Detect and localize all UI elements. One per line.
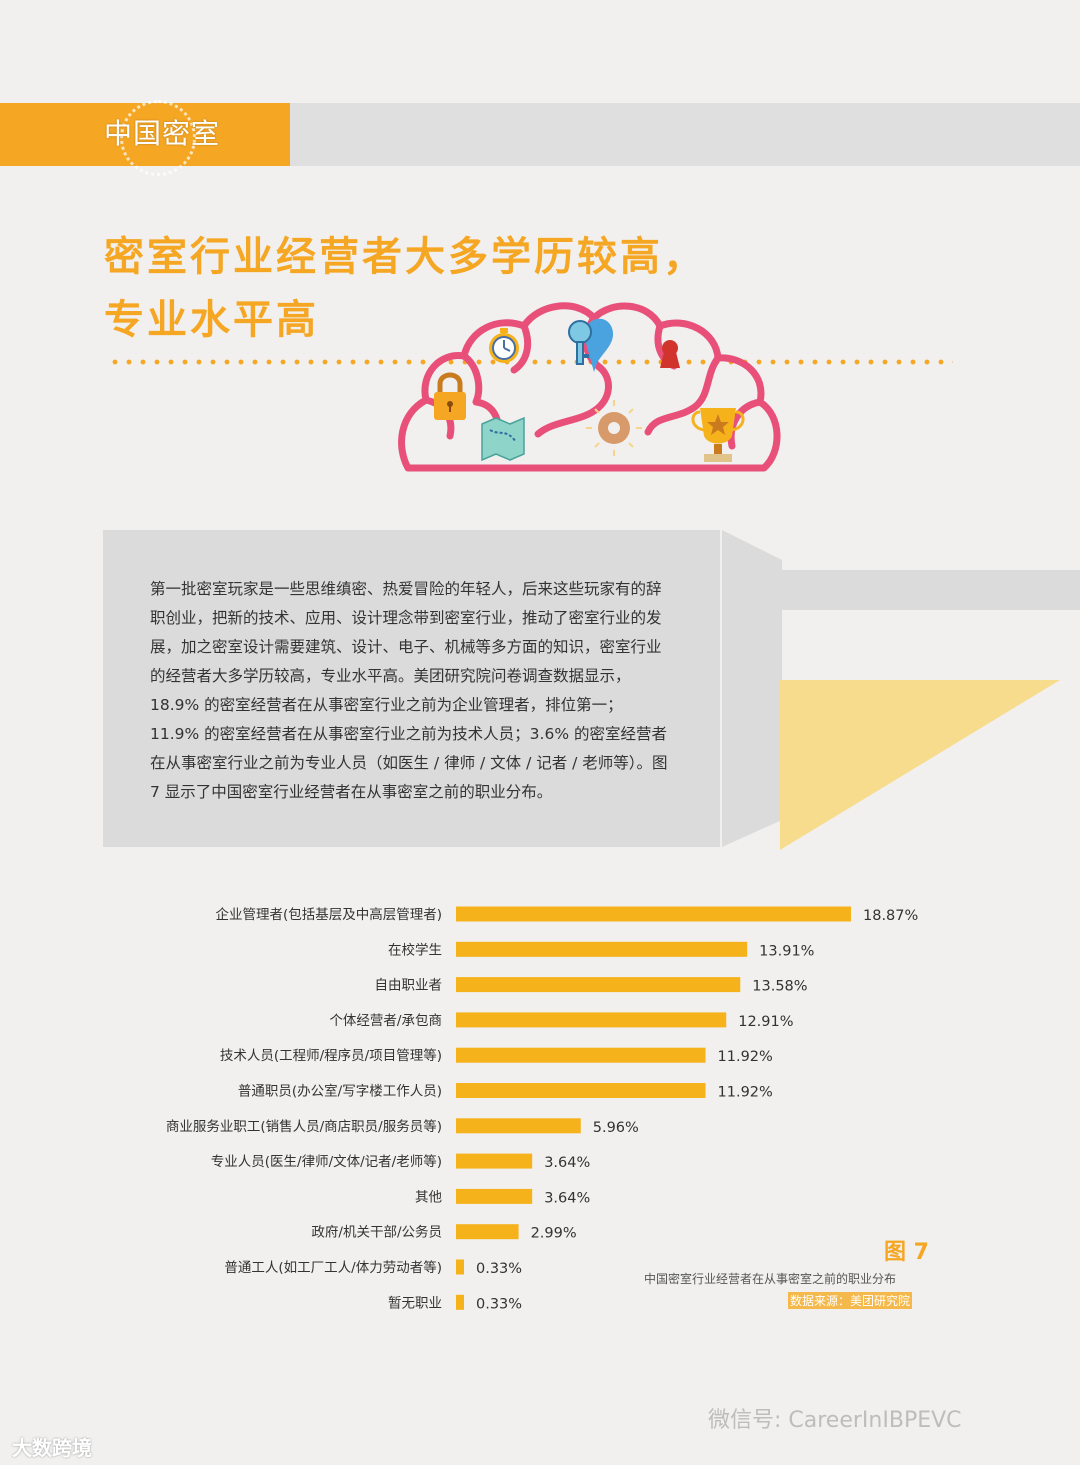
dotted-divider — [108, 359, 953, 365]
wechat-id: 微信号: CareerInIBPEVC — [708, 1408, 962, 1433]
category-label: 个体经营者/承包商 — [329, 1013, 442, 1029]
category-label: 其他 — [415, 1189, 442, 1205]
value-label: 5.96% — [593, 1120, 639, 1136]
category-label: 技术人员(工程师/程序员/项目管理等) — [220, 1047, 442, 1064]
map-icon — [481, 416, 525, 462]
category-label: 普通职员(办公室/写字楼工作人员) — [238, 1083, 442, 1100]
keyhole-icon — [660, 340, 680, 368]
category-label: 企业管理者(包括基层及中高层管理者) — [215, 906, 442, 923]
intro-paragraph: 第一批密室玩家是一些思维缜密、热爱冒险的年轻人，后来这些玩家有的辞职创业，把新的… — [150, 580, 668, 801]
bar — [456, 1294, 464, 1310]
value-label: 3.64% — [544, 1155, 590, 1171]
brain-fold-2 — [510, 322, 532, 374]
category-label: 政府/机关干部/公务员 — [311, 1225, 442, 1241]
gray-band-decoration — [780, 570, 1080, 610]
bar — [456, 906, 851, 922]
category-label: 自由职业者 — [375, 978, 443, 994]
bar — [456, 1012, 727, 1028]
panel-fold-decoration — [722, 530, 782, 847]
padlock-icon — [434, 372, 466, 420]
intro-panel — [103, 530, 720, 847]
watermark: 大数跨境 — [12, 1436, 92, 1460]
figure-number: 图 7 — [884, 1240, 929, 1265]
value-label: 0.33% — [476, 1296, 522, 1312]
value-label: 11.92% — [718, 1049, 773, 1065]
value-label: 3.64% — [544, 1190, 590, 1206]
bar — [456, 1224, 519, 1240]
brain-fold-7 — [727, 398, 764, 450]
category-label: 专业人员(医生/律师/文体/记者/老师等) — [211, 1153, 442, 1170]
trophy-icon — [691, 408, 745, 462]
brand-label: 中国密室 — [104, 117, 221, 150]
bar — [456, 1188, 533, 1204]
bar — [456, 1047, 706, 1063]
occupation-bar-chart: 企业管理者(包括基层及中高层管理者) 18.87% 在校学生 13.91% 自由职业者 1… — [166, 906, 918, 1312]
brain-fold-5 — [644, 354, 722, 436]
value-label: 12.91% — [738, 1014, 793, 1030]
category-label: 普通工人(如工厂工人/体力劳动者等) — [224, 1259, 442, 1276]
value-label: 2.99% — [531, 1226, 577, 1242]
bar — [456, 1118, 581, 1134]
category-label: 商业服务业职工(销售人员/商店职员/服务员等) — [166, 1118, 442, 1135]
clock-icon — [489, 328, 519, 363]
figure-caption: 中国密室行业经营者在从事密室之前的职业分布 — [644, 1272, 897, 1286]
page-title-line-1: 密室行业经营者大多学历较高， — [104, 234, 706, 280]
category-label: 暂无职业 — [388, 1295, 442, 1311]
value-label: 13.91% — [759, 943, 814, 959]
figure-source: 数据来源：美团研究院 — [788, 1292, 913, 1309]
brain-fold-3 — [534, 314, 612, 438]
category-label: 在校学生 — [388, 941, 442, 958]
key-icon — [568, 318, 614, 372]
value-label: 13.58% — [752, 979, 807, 995]
page-title-line-2: 专业水平高 — [104, 297, 319, 343]
bar — [456, 1083, 706, 1098]
bar — [456, 977, 741, 993]
brand-seal — [120, 100, 196, 176]
value-label: 0.33% — [476, 1261, 522, 1277]
bar — [456, 1153, 533, 1169]
brain-illustration — [398, 302, 781, 472]
yellow-triangle-decoration — [780, 680, 1060, 850]
donut-icon — [586, 400, 642, 456]
value-label: 18.87% — [863, 908, 918, 924]
bar — [456, 941, 748, 957]
value-label: 11.92% — [718, 1085, 773, 1101]
bar — [456, 1259, 464, 1275]
